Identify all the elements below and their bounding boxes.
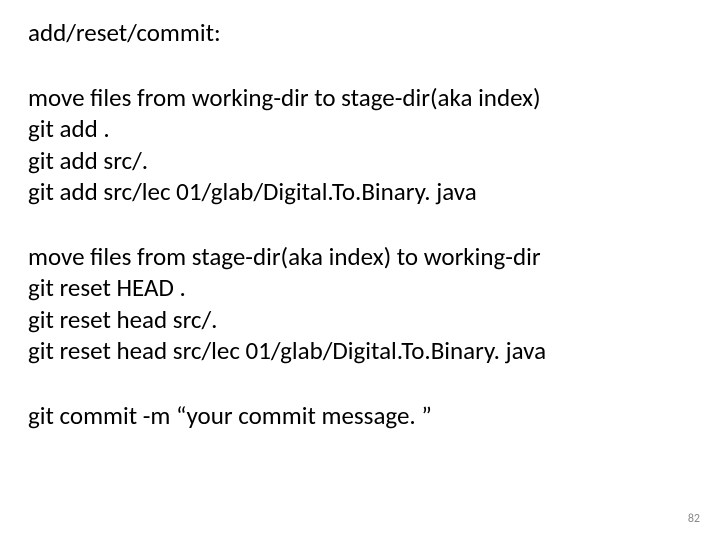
slide-container: add/reset/commit: move files from workin… bbox=[0, 0, 720, 540]
text-line: git reset HEAD . bbox=[28, 272, 692, 303]
text-block-reset: move files from stage-dir(aka index) to … bbox=[28, 241, 692, 366]
text-line: move files from stage-dir(aka index) to … bbox=[28, 241, 692, 272]
text-line: move files from working-dir to stage-dir… bbox=[28, 82, 692, 113]
text-line: git add src/lec 01/glab/Digital.To.Binar… bbox=[28, 176, 692, 207]
text-line: git add src/. bbox=[28, 145, 692, 176]
text-line: git reset head src/. bbox=[28, 304, 692, 335]
text-line: git commit -m “your commit message. ” bbox=[28, 400, 692, 431]
page-number: 82 bbox=[688, 512, 700, 526]
text-block-add: move files from working-dir to stage-dir… bbox=[28, 82, 692, 207]
slide-title: add/reset/commit: bbox=[28, 18, 692, 48]
text-line: git add . bbox=[28, 113, 692, 144]
text-block-commit: git commit -m “your commit message. ” bbox=[28, 400, 692, 431]
text-line: git reset head src/lec 01/glab/Digital.T… bbox=[28, 335, 692, 366]
